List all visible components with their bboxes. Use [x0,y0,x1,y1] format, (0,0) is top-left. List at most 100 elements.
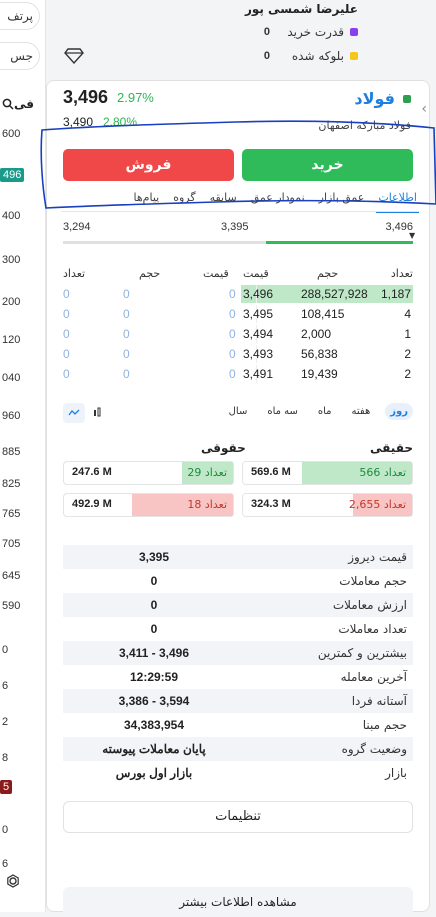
ob-ask-vol: 0 [123,287,130,301]
symbol-search[interactable]: فی [0,92,45,116]
symbol-title[interactable]: فولاد [354,89,411,108]
symbol-full-name: فولاد مبارکه اصفهان [318,119,411,132]
info-row: تعداد معاملات 0 [63,617,413,641]
line-chart-button[interactable] [63,403,85,423]
info-value: 0 [150,622,158,636]
purple-dot [350,28,358,36]
ob-bid-count: 2 [404,367,411,381]
period-year[interactable]: سال [228,406,248,417]
watchlist-badge-red: 5 [0,780,13,794]
search-tab[interactable]: جس [0,42,40,70]
period-tabs: روز هفته ماه سه ماه سال [224,403,413,420]
info-label: تعداد معاملات [338,622,407,636]
ob-bid-vol: 2,000 [301,327,332,341]
settings-button[interactable]: تنظیمات [63,801,413,833]
ob-bid-price: 3,494 [243,327,274,341]
watchlist-value: 885 [2,446,21,458]
ob-bid-count: 1 [404,327,411,341]
legal-sell-fill [131,494,233,516]
info-label: قیمت دیروز [348,550,407,564]
period-week[interactable]: هفته [351,406,371,417]
bar-chart-icon[interactable] [93,407,103,417]
info-value: 0 [150,574,158,588]
tab-group[interactable]: گروه [173,191,196,204]
info-label: حجم مبنا [362,718,407,732]
info-value: 3,395 [138,550,170,564]
buying-power: قدرت خرید 0 [264,24,358,40]
close-change: 2.80% [103,115,138,129]
info-label: بیشترین و کمترین [317,646,407,660]
info-value: 3,496 - 3,411 [118,646,190,660]
orderbook-row[interactable]: 2 56,838 3,493 0 0 0 [63,345,413,363]
info-row: قیمت دیروز 3,395 [63,545,413,569]
tab-market-depth[interactable]: عمق بازار [318,191,365,204]
range-mid: 3,395 [221,221,249,233]
sell-button[interactable]: فروش [63,149,234,181]
ob-bid-price: 3,495 [243,307,274,321]
range-fill [266,241,413,244]
diamond-icon[interactable] [64,48,84,64]
legal-title: حقوقی [201,441,246,455]
info-row: حجم مبنا 34,383,954 [63,713,413,737]
status-dot [403,94,411,103]
tab-history[interactable]: سابقه [209,191,237,204]
divider [61,211,419,212]
divider [256,285,257,303]
ob-ask-vol: 0 [123,347,130,361]
ob-header: حجم [317,267,339,280]
orderbook-row[interactable]: 2 19,439 3,491 0 0 0 [63,365,413,383]
chevron-left-icon[interactable]: ‹ [421,101,427,117]
info-value: 12:29:59 [129,670,179,684]
tab-info[interactable]: اطلاعات [376,189,419,213]
legal-buy-vol: 247.6 M [72,466,112,478]
info-row: بازار بازار اول بورس [63,761,413,785]
period-3month[interactable]: سه ماه [267,406,298,417]
real-buy-count: تعداد 566 [359,466,406,479]
info-row: آخرین معامله 12:29:59 [63,665,413,689]
ob-bid-price: 3,491 [243,367,274,381]
ob-header: تعداد [63,267,86,280]
portfolio-tab[interactable]: پرتف [0,2,40,30]
orderbook-row[interactable]: 1,187 288,527,928 3,496 0 0 0 [63,285,413,303]
real-buy-vol: 569.6 M [251,466,291,478]
best-bid-highlight [241,285,413,303]
orderbook-row[interactable]: 1 2,000 3,494 0 0 0 [63,325,413,343]
ob-header: قیمت [243,267,269,280]
tab-messages[interactable]: پیام‌ها [133,191,160,204]
symbol-card: فولاد فولاد مبارکه اصفهان 3,496 2.97% 3,… [46,80,430,917]
legal-buy-fill [182,462,233,484]
buy-button[interactable]: خرید [242,149,413,181]
orderbook-row[interactable]: 4 108,415 3,495 0 0 0 [63,305,413,323]
watchlist-value: 960 [2,410,21,422]
info-row: بیشترین و کمترین 3,496 - 3,411 [63,641,413,665]
ob-ask-vol: 0 [123,367,130,381]
divider [256,305,257,323]
last-price: 3,496 [63,87,109,107]
period-month[interactable]: ماه [317,406,332,417]
period-day[interactable]: روز [385,403,413,420]
tab-depth-chart[interactable]: نمودار عمق [250,191,305,204]
price-range-labels: 3,294 3,395 3,496 [63,221,413,235]
watchlist-value: 300 [2,254,21,266]
ob-ask-count: 0 [63,327,70,341]
legend-value: 0 [263,26,270,38]
real-title: حقیقی [370,441,413,455]
more-info-button[interactable]: مشاهده اطلاعات بیشتر [63,887,413,917]
gear-icon[interactable] [6,874,20,888]
watchlist-badge: 496 [0,168,25,182]
legend-label: بلوکه شده [291,49,344,63]
legal-sell-count: تعداد 18 [187,498,227,511]
ob-bid-count: 2 [404,347,411,361]
watchlist-value: 0 [2,644,9,656]
info-row: ارزش معاملات 0 [63,593,413,617]
divider [256,325,257,343]
legal-buy-box: تعداد 29 247.6 M [63,461,234,485]
watchlist-value: 120 [2,334,21,346]
ob-bid-vol: 108,415 [301,307,345,321]
info-row: حجم معاملات 0 [63,569,413,593]
ob-ask-count: 0 [63,367,70,381]
info-label: ارزش معاملات [332,598,407,612]
price-range-bar [63,241,413,244]
detail-tabs: اطلاعات عمق بازار نمودار عمق سابقه گروه … [61,189,419,213]
legal-sell-box: تعداد 18 492.9 M [63,493,234,517]
